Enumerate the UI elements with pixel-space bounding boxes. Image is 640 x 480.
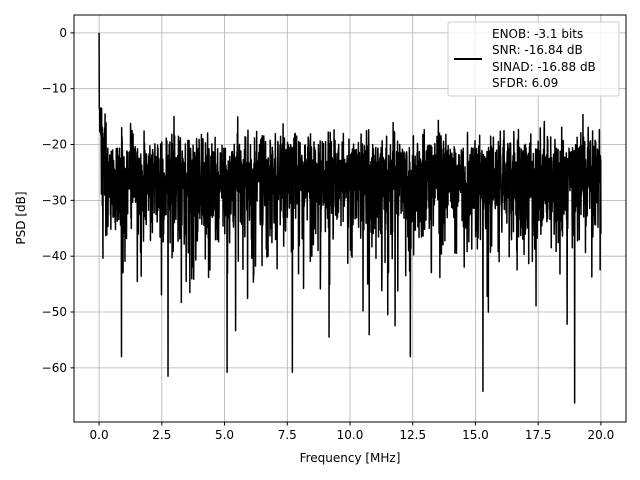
y-tick-label: 0 bbox=[59, 26, 67, 40]
legend: ENOB: -3.1 bits SNR: -16.84 dB SINAD: -1… bbox=[447, 21, 620, 97]
x-tick-label: 5.0 bbox=[215, 428, 234, 442]
x-axis-label: Frequency [MHz] bbox=[300, 451, 401, 465]
y-tick-label: −10 bbox=[42, 82, 67, 96]
x-tick-label: 7.5 bbox=[278, 428, 297, 442]
y-tick-label: −60 bbox=[42, 361, 67, 375]
y-tick-label: −30 bbox=[42, 193, 67, 207]
y-tick-label: −50 bbox=[42, 305, 67, 319]
y-tick-label: −20 bbox=[42, 138, 67, 152]
psd-line bbox=[98, 32, 602, 404]
x-tick-label: 0.0 bbox=[90, 428, 109, 442]
x-tick-label: 10.0 bbox=[337, 428, 364, 442]
x-tick-label: 12.5 bbox=[399, 428, 426, 442]
x-tick-label: 15.0 bbox=[462, 428, 489, 442]
legend-sinad: SINAD: -16.88 dB bbox=[492, 60, 596, 74]
legend-sfdr: SFDR: 6.09 bbox=[492, 76, 558, 90]
y-tick-label: −40 bbox=[42, 249, 67, 263]
y-axis-label: PSD [dB] bbox=[14, 191, 28, 244]
y-axis-ticks: 0 −10 −20 −30 −40 −50 −60 bbox=[42, 26, 74, 375]
x-axis-ticks: 0.0 2.5 5.0 7.5 10.0 12.5 15.0 17.5 20.0 bbox=[90, 422, 615, 442]
x-tick-label: 2.5 bbox=[152, 428, 171, 442]
x-tick-label: 17.5 bbox=[525, 428, 552, 442]
x-tick-label: 20.0 bbox=[588, 428, 615, 442]
legend-enob: ENOB: -3.1 bits bbox=[492, 27, 583, 41]
legend-snr: SNR: -16.84 dB bbox=[492, 43, 583, 57]
psd-series bbox=[98, 32, 602, 404]
legend-box bbox=[447, 21, 620, 97]
